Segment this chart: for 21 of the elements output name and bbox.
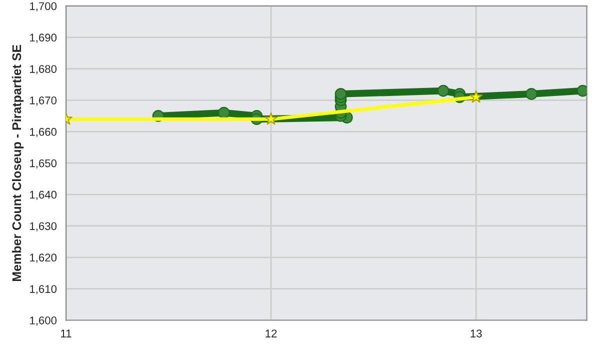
point [470, 90, 483, 103]
point [218, 106, 230, 119]
x-tick-label: 12 [266, 330, 277, 338]
point [264, 112, 278, 125]
point [526, 88, 538, 100]
y-tick-label: 1,650 [30, 159, 57, 169]
y-axis-title: Member Count Closeup - Piratpartiet SE [12, 44, 24, 282]
y-tick-label: 1,670 [30, 96, 57, 106]
y-tick-label: 1,680 [30, 65, 57, 74]
x-tick-label: 11 [61, 330, 72, 338]
y-tick-label: 1,630 [30, 222, 57, 232]
y-tick-label: 1,620 [30, 254, 57, 263]
y-tick-label: 1,610 [30, 285, 57, 294]
y-tick-label: 1,600 [30, 316, 57, 326]
y-tick-label: 1,640 [30, 190, 57, 200]
y-tick-label: 1,700 [30, 2, 57, 12]
point [334, 88, 347, 100]
y-tick-label: 1,660 [30, 128, 57, 138]
x-tick-label: 13 [470, 330, 482, 338]
y-tick-label: 1,690 [30, 34, 57, 43]
point [437, 84, 450, 97]
